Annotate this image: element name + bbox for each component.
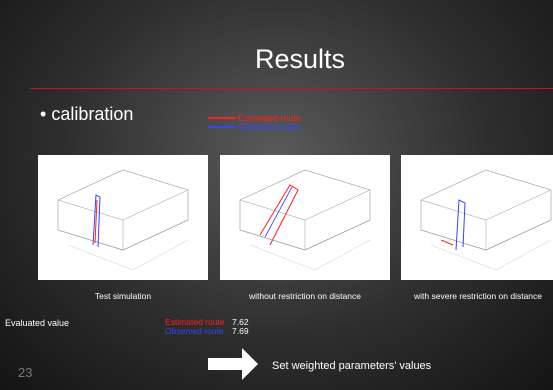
plot-line [496, 240, 551, 270]
figure-caption: Test simulation [33, 291, 213, 301]
arrow [208, 346, 260, 382]
plot-line [315, 240, 370, 270]
legend-swatch [208, 117, 236, 119]
figure-caption: without restriction on distance [215, 291, 395, 301]
plot-line [265, 187, 292, 237]
legend-label: Observed route [238, 122, 300, 132]
plot-drawing [401, 155, 553, 280]
bullet: • calibration [40, 104, 133, 125]
figure [220, 155, 390, 280]
slide: Results • calibration Estimated routeObs… [0, 0, 553, 390]
slide-title: Results [0, 44, 553, 75]
evaluation-value: 7.69 [232, 326, 249, 336]
plot-line [421, 190, 551, 220]
plot-line [240, 190, 370, 220]
figure [38, 155, 208, 280]
slide-number: 23 [18, 365, 32, 380]
figure-caption: with severe restriction on distance [388, 291, 553, 301]
note: Set weighted parameters’ values [272, 360, 431, 372]
arrow-shape [208, 348, 258, 380]
legend-swatch [208, 126, 236, 128]
evaluation-label: Evaluated value [5, 318, 69, 328]
bullet-text: calibration [51, 104, 133, 124]
figure [401, 155, 553, 280]
plot-line [456, 200, 465, 250]
plot-line [441, 240, 453, 245]
evaluation-name: Observed route [165, 326, 224, 336]
plot-line [58, 190, 188, 220]
plot-drawing [38, 155, 208, 280]
plot-line [133, 240, 188, 270]
title-rule [30, 88, 553, 89]
plot-drawing [220, 155, 390, 280]
